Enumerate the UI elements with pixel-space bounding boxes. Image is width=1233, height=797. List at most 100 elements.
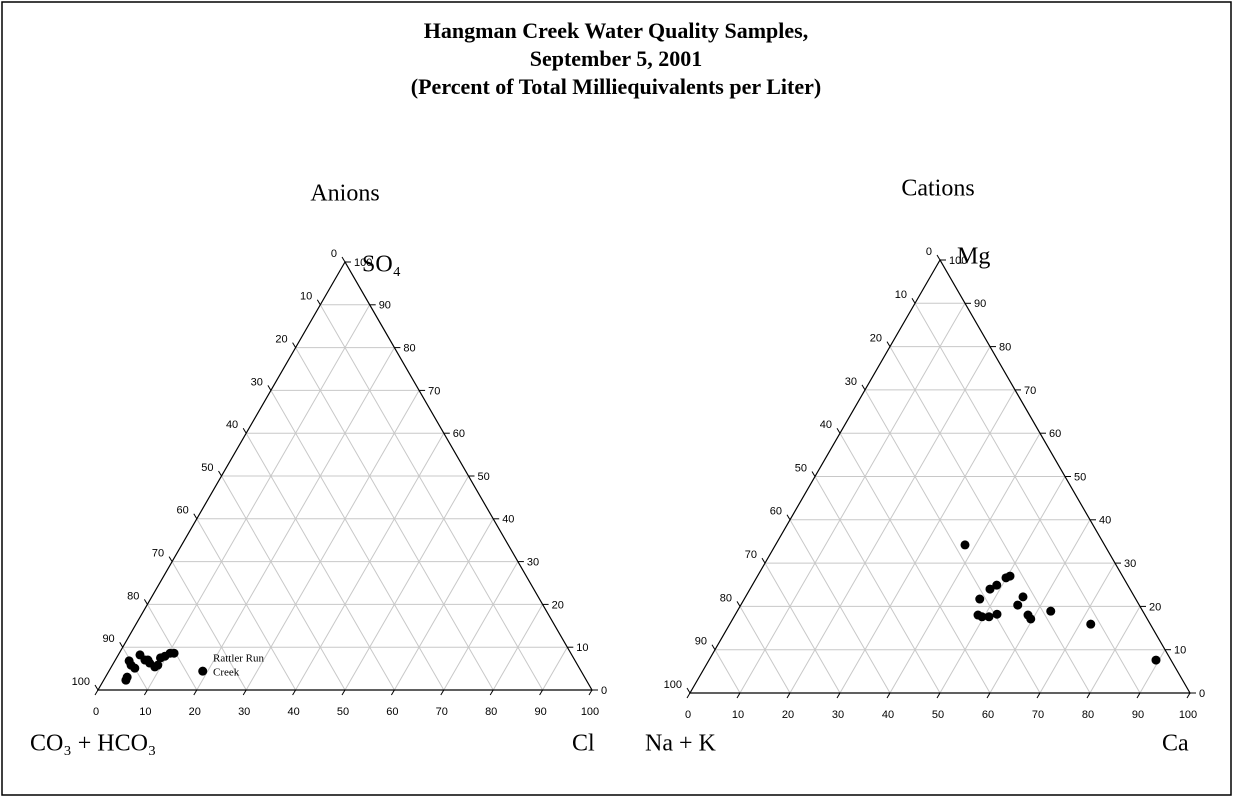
- bottom-tick-label: 50: [337, 706, 349, 718]
- grid-line: [319, 304, 544, 691]
- grid-line: [443, 561, 519, 691]
- tick-mark: [711, 644, 716, 650]
- tick-mark: [786, 692, 791, 699]
- left-axis-label: Na + K: [645, 731, 717, 757]
- grid-line: [739, 303, 966, 694]
- bottom-tick-label: 50: [932, 709, 944, 721]
- grid-line: [221, 475, 346, 691]
- tick-mark: [588, 689, 593, 696]
- data-point: [122, 672, 132, 682]
- left-tick-label: 70: [152, 548, 164, 560]
- top-axis-label: Mg: [957, 244, 990, 270]
- tick-mark: [119, 641, 124, 648]
- grid-line: [814, 476, 941, 694]
- left-tick-label: 0: [331, 248, 337, 260]
- bottom-tick-label: 60: [982, 709, 994, 721]
- right-tick-label: 20: [1149, 601, 1161, 613]
- grid-line: [1139, 649, 1166, 694]
- right-tick-label: 10: [1174, 645, 1186, 657]
- bottom-tick-label: 10: [139, 706, 151, 718]
- bottom-tick-label: 0: [685, 709, 691, 721]
- data-point: [198, 666, 208, 676]
- left-tick-label: 20: [275, 334, 287, 346]
- bottom-tick-label: 20: [189, 706, 201, 718]
- grid-line: [1089, 606, 1141, 694]
- left-tick-label: 100: [664, 679, 682, 691]
- left-tick-label: 70: [745, 549, 757, 561]
- grid-line: [171, 561, 247, 691]
- right-tick-label: 70: [428, 385, 440, 397]
- tick-mark: [440, 689, 445, 696]
- grid-line: [1039, 562, 1116, 694]
- right-tick-label: 50: [478, 471, 490, 483]
- left-tick-label: 60: [770, 506, 782, 518]
- tick-mark: [94, 689, 99, 696]
- left-tick-label: 30: [251, 376, 263, 388]
- right-axis-label: Cl: [572, 731, 595, 757]
- grid-line: [542, 646, 568, 691]
- tick-mark: [242, 427, 247, 434]
- left-tick-label: 40: [820, 419, 832, 431]
- right-tick-label: 30: [527, 557, 539, 569]
- tick-mark: [267, 385, 272, 391]
- left-tick-label: 30: [845, 376, 857, 388]
- grid-line: [739, 606, 791, 694]
- tick-mark: [911, 298, 916, 304]
- grid-line: [989, 519, 1091, 694]
- grid-line: [146, 604, 198, 691]
- tick-mark: [94, 684, 99, 691]
- data-point: [1151, 655, 1161, 665]
- grid-line: [146, 304, 371, 691]
- grid-line: [245, 390, 420, 691]
- tick-mark: [1086, 692, 1091, 699]
- tick-mark: [1136, 692, 1141, 699]
- left-tick-label: 0: [926, 246, 932, 258]
- right-tick-label: 30: [1124, 558, 1136, 570]
- subplot-title: Anions: [310, 181, 379, 207]
- data-point: [1046, 606, 1056, 616]
- tick-mark: [936, 692, 941, 699]
- grid-line: [492, 604, 544, 691]
- bottom-tick-label: 90: [534, 706, 546, 718]
- top-axis-label: SO₄: [362, 252, 401, 278]
- bottom-tick-label: 10: [732, 709, 744, 721]
- left-tick-label: 10: [895, 289, 907, 301]
- left-tick-label: 80: [127, 590, 139, 602]
- tick-mark: [836, 427, 841, 434]
- bottom-tick-label: 40: [287, 706, 299, 718]
- tick-mark: [292, 689, 297, 696]
- tick-mark: [292, 342, 297, 348]
- grid-line: [196, 518, 297, 691]
- data-point: [984, 612, 994, 622]
- tick-mark: [836, 692, 841, 699]
- title: Hangman Creek Water Quality Samples,: [424, 18, 808, 43]
- grid-line: [714, 649, 741, 694]
- grid-line: [344, 475, 469, 691]
- tick-mark: [761, 557, 766, 564]
- bottom-tick-label: 20: [782, 709, 794, 721]
- bottom-tick-label: 80: [1082, 709, 1094, 721]
- right-tick-label: 60: [453, 428, 465, 440]
- right-tick-label: 60: [1049, 428, 1061, 440]
- right-tick-label: 40: [502, 514, 514, 526]
- annotation: Rattler Run: [213, 653, 265, 665]
- tick-mark: [811, 471, 816, 477]
- tick-mark: [936, 254, 941, 261]
- tick-mark: [193, 689, 198, 696]
- grid-line: [914, 303, 1141, 694]
- right-tick-label: 0: [601, 685, 607, 697]
- tick-mark: [341, 256, 346, 263]
- grid-line: [764, 562, 841, 694]
- subplot-title: Cations: [901, 176, 974, 202]
- right-tick-label: 40: [1099, 515, 1111, 527]
- left-tick-label: 10: [300, 291, 312, 303]
- tick-mark: [539, 689, 544, 696]
- tick-mark: [736, 601, 741, 607]
- data-point: [985, 584, 995, 594]
- tick-mark: [168, 556, 173, 562]
- data-point: [975, 594, 985, 604]
- bottom-tick-label: 40: [882, 709, 894, 721]
- data-point: [960, 540, 970, 550]
